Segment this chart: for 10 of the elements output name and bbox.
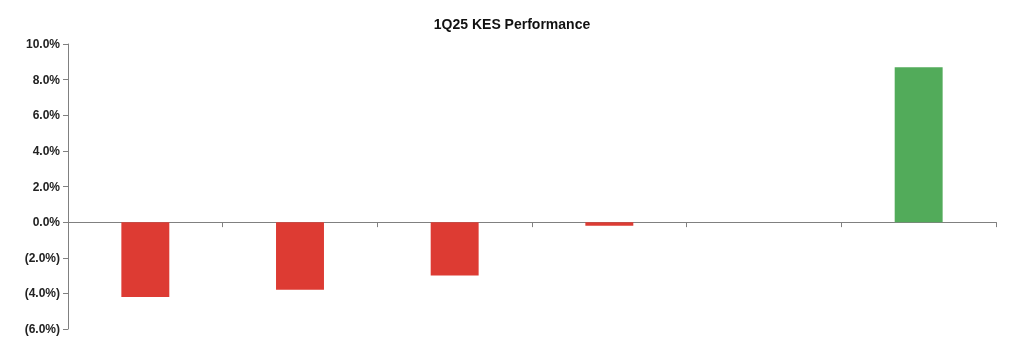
y-tick-label: 2.0% [32, 179, 61, 194]
y-tick-label: (6.0%) [24, 322, 60, 336]
y-tick-label: 8.0% [32, 72, 61, 87]
y-tick-label: 6.0% [32, 108, 61, 123]
chart-title: 1Q25 KES Performance [433, 16, 591, 32]
y-tick-label: 0.0% [32, 215, 61, 230]
y-tick-label: 4.0% [32, 143, 61, 158]
y-tick-label: 10.0% [25, 37, 61, 51]
y-tick-label: (4.0%) [24, 286, 60, 301]
y-tick-label: (2.0%) [24, 250, 60, 265]
